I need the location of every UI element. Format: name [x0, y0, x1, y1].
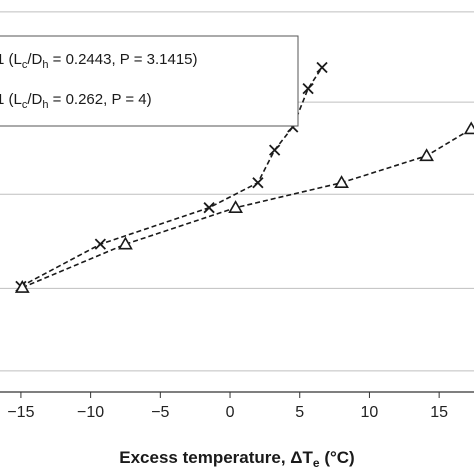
series-1-point-7 [316, 61, 328, 74]
series-1-point-1 [94, 238, 107, 250]
x-marker-stroke [252, 177, 264, 189]
series-1-point-6 [302, 83, 314, 95]
x-marker-stroke [269, 144, 281, 156]
legend-entry-1: 1 (Lc/Dh = 0.2443, P = 3.1415) [0, 51, 198, 71]
x-tick-label-1: −10 [77, 404, 104, 421]
x-tick-label-6: 15 [430, 404, 448, 421]
x-marker-stroke [316, 61, 328, 74]
x-tick-label-2: −5 [151, 404, 169, 421]
series-layer [14, 61, 474, 293]
legend-entry-2: 1 (Lc/Dh = 0.262, P = 4) [0, 91, 152, 111]
x-marker-stroke [203, 202, 215, 214]
x-tick-label-4: 5 [295, 404, 304, 421]
x-axis-title: Excess temperature, ΔTe (°C) [119, 448, 354, 470]
series-1-point-2 [203, 202, 215, 214]
series-2-point-5 [463, 121, 474, 135]
series-2-point-2 [228, 200, 243, 213]
legend: 1 (Lc/Dh = 0.2443, P = 3.1415) 1 (Lc/Dh … [0, 35, 299, 127]
x-tick-label-3: 0 [226, 404, 235, 421]
series-1-point-4 [269, 144, 281, 156]
x-tick-label-0: −15 [7, 404, 34, 421]
series-1-point-3 [252, 177, 264, 189]
series-2-point-3 [334, 175, 349, 189]
series-2-point-1 [118, 236, 133, 250]
x-tick-label-5: 10 [361, 404, 379, 421]
legend-box [0, 35, 299, 127]
x-marker-stroke [302, 83, 314, 95]
axes: −15 −10 −5 0 5 10 15 [0, 391, 474, 421]
x-marker-stroke [94, 238, 107, 250]
series-2-point-4 [419, 148, 434, 162]
series-2-line [21, 128, 472, 289]
series-2-point-0 [14, 279, 30, 293]
